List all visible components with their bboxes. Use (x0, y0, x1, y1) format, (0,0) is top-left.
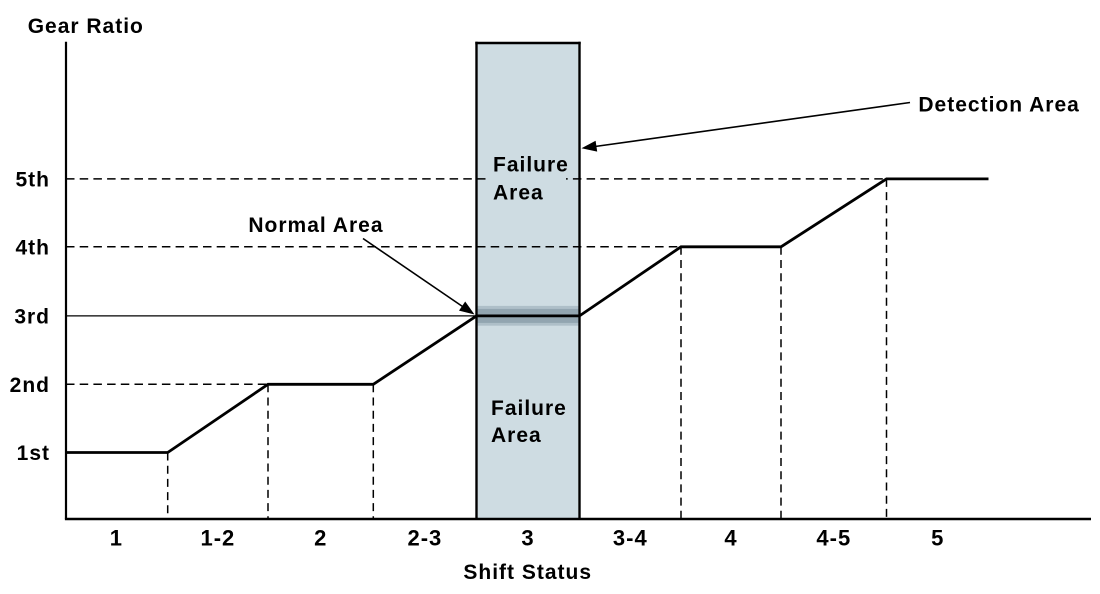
svg-text:4-5: 4-5 (816, 526, 851, 551)
svg-text:5: 5 (931, 526, 944, 551)
svg-text:2nd: 2nd (10, 374, 50, 397)
svg-text:1: 1 (110, 526, 123, 551)
svg-text:Failure: Failure (491, 397, 567, 420)
svg-text:4: 4 (724, 526, 737, 551)
svg-text:Area: Area (493, 182, 544, 205)
svg-text:Area: Area (491, 424, 542, 447)
svg-text:Normal Area: Normal Area (248, 214, 383, 237)
svg-text:4th: 4th (16, 237, 51, 260)
svg-text:Failure: Failure (493, 154, 569, 177)
svg-text:Gear Ratio: Gear Ratio (28, 15, 144, 38)
svg-text:2-3: 2-3 (408, 526, 443, 551)
svg-text:3: 3 (521, 526, 534, 551)
svg-text:3rd: 3rd (14, 306, 50, 329)
svg-text:5th: 5th (16, 169, 51, 192)
svg-text:1-2: 1-2 (201, 526, 236, 551)
svg-text:1st: 1st (17, 442, 50, 465)
svg-text:Shift Status: Shift Status (463, 561, 592, 584)
svg-text:2: 2 (314, 526, 327, 551)
svg-text:3-4: 3-4 (613, 526, 648, 551)
svg-text:Detection Area: Detection Area (918, 94, 1079, 117)
